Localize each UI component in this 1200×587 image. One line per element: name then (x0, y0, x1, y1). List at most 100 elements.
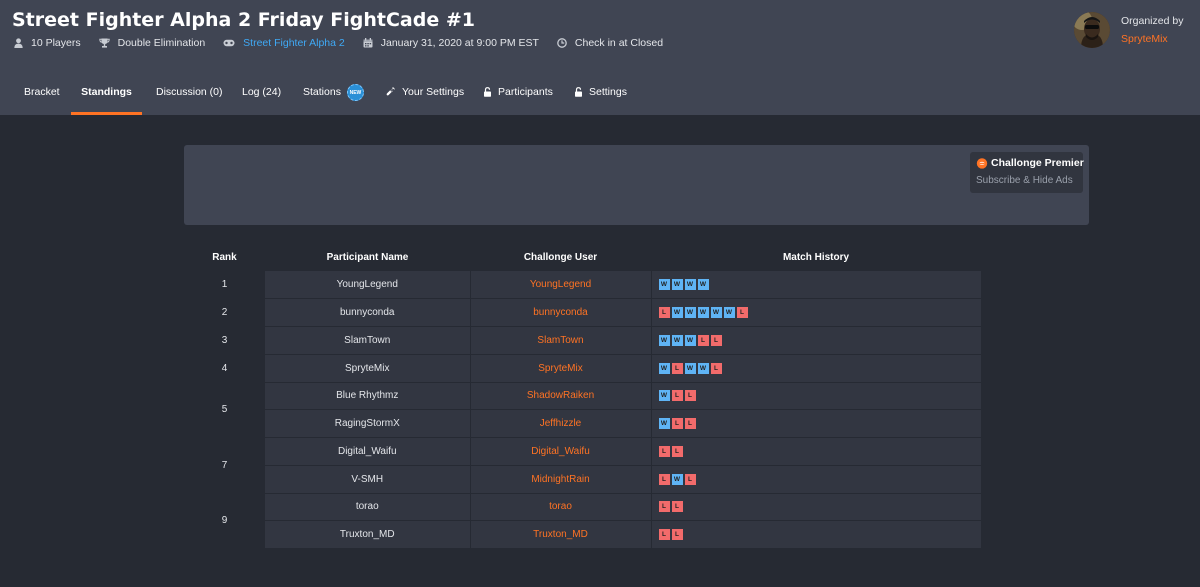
challonge-user-link[interactable]: ShadowRaiken (470, 382, 652, 411)
match-win-badge[interactable]: W (658, 279, 670, 291)
match-win-badge[interactable]: W (697, 279, 709, 291)
active-tab-indicator (71, 112, 142, 115)
match-win-badge[interactable]: W (697, 307, 709, 319)
players-text: 10 Players (31, 37, 81, 49)
match-win-badge[interactable]: W (658, 334, 670, 346)
tab-label: Discussion (0) (156, 86, 223, 98)
game-text[interactable]: Street Fighter Alpha 2 (243, 37, 345, 49)
match-loss-badge[interactable]: L (658, 307, 670, 319)
match-loss-badge[interactable]: L (658, 529, 670, 541)
table-row: 3 SlamTown SlamTown W W W L L (184, 326, 981, 355)
match-loss-badge[interactable]: L (684, 390, 696, 402)
tab-label: Settings (589, 86, 627, 98)
checkin-text: Check in at Closed (574, 37, 664, 49)
match-loss-badge[interactable]: L (697, 334, 709, 346)
participant-header: Participant Name (265, 243, 470, 271)
match-win-badge[interactable]: W (658, 362, 670, 374)
game-link[interactable]: Street Fighter Alpha 2 (223, 37, 345, 49)
wrench-icon (386, 87, 395, 96)
match-loss-badge[interactable]: L (671, 445, 683, 457)
match-loss-badge[interactable]: L (658, 445, 670, 457)
tab-label: Your Settings (402, 86, 465, 98)
tab-label: Stations (303, 86, 341, 98)
tournament-header: Street Fighter Alpha 2 Friday FightCade … (0, 0, 1200, 115)
match-loss-badge[interactable]: L (671, 501, 683, 513)
match-win-badge[interactable]: W (684, 279, 696, 291)
match-loss-badge[interactable]: L (658, 473, 670, 485)
challonge-user-link[interactable]: bunnyconda (470, 298, 652, 327)
match-win-badge[interactable]: W (671, 307, 683, 319)
tab-discussion[interactable]: Discussion (0) (156, 78, 223, 115)
match-win-badge[interactable]: W (658, 418, 670, 430)
tab-settings[interactable]: Settings (575, 78, 627, 115)
match-win-badge[interactable]: W (684, 362, 696, 374)
tab-stations[interactable]: Stations NEW (303, 78, 364, 115)
organized-by-label: Organized by (1121, 15, 1184, 27)
challonge-user-link[interactable]: Digital_Waifu (470, 437, 652, 466)
match-loss-badge[interactable]: L (684, 473, 696, 485)
gamepad-icon (223, 39, 235, 47)
tab-standings[interactable]: Standings (71, 78, 142, 115)
match-loss-badge[interactable]: L (710, 334, 722, 346)
table-row: Truxton_MD Truxton_MD L L (184, 520, 981, 549)
rank-cell: 7 (184, 437, 265, 493)
match-win-badge[interactable]: W (684, 334, 696, 346)
organizer-name-link[interactable]: SpryteMix (1121, 33, 1168, 45)
participant-name: YoungLegend (265, 271, 471, 300)
match-win-badge[interactable]: W (710, 307, 722, 319)
tab-your-settings[interactable]: Your Settings (386, 78, 464, 115)
challonge-user-link[interactable]: YoungLegend (470, 271, 652, 300)
challonge-user-link[interactable]: SlamTown (470, 326, 652, 355)
table-row: 4 SpryteMix SpryteMix W L W W L (184, 354, 981, 383)
participant-name: torao (265, 493, 471, 522)
match-loss-badge[interactable]: L (671, 390, 683, 402)
tab-log[interactable]: Log (24) (242, 78, 281, 115)
rank-cell: 2 (184, 298, 265, 327)
match-loss-badge[interactable]: L (671, 418, 683, 430)
challonge-user-link[interactable]: MidnightRain (470, 465, 652, 494)
tab-participants[interactable]: Participants (484, 78, 553, 115)
match-loss-badge[interactable]: L (671, 362, 683, 374)
challonge-premier-promo[interactable]: Challonge Premier Subscribe & Hide Ads (970, 152, 1084, 193)
challonge-user-link[interactable]: Truxton_MD (470, 520, 652, 549)
tab-label: Log (24) (242, 86, 282, 98)
match-win-badge[interactable]: W (684, 307, 696, 319)
match-loss-badge[interactable]: L (671, 529, 683, 541)
tab-label: Bracket (24, 86, 60, 98)
match-win-badge[interactable]: W (723, 307, 735, 319)
match-win-badge[interactable]: W (658, 390, 670, 402)
match-win-badge[interactable]: W (671, 279, 683, 291)
tab-bracket[interactable]: Bracket (24, 78, 60, 115)
match-win-badge[interactable]: W (671, 473, 683, 485)
premier-title-text[interactable]: Challonge Premier (991, 157, 1084, 169)
tournament-title: Street Fighter Alpha 2 Friday FightCade … (12, 9, 475, 31)
lock-icon (575, 87, 582, 97)
organizer-avatar[interactable] (1074, 12, 1110, 48)
rank-cell: 9 (184, 493, 265, 549)
ad-banner: Challonge Premier Subscribe & Hide Ads (184, 145, 1089, 225)
match-loss-badge[interactable]: L (736, 307, 748, 319)
match-win-badge[interactable]: W (671, 334, 683, 346)
match-loss-badge[interactable]: L (710, 362, 722, 374)
standings-table: Rank Participant Name Challonge User Mat… (184, 243, 981, 549)
match-loss-badge[interactable]: L (684, 418, 696, 430)
match-loss-badge[interactable]: L (658, 501, 670, 513)
participant-name: Blue Rhythmz (265, 382, 471, 411)
challonge-logo-icon (976, 158, 988, 169)
tab-label: Participants (498, 86, 553, 98)
premier-subtitle[interactable]: Subscribe & Hide Ads (976, 175, 1073, 186)
table-row: 2 bunnyconda bunnyconda L W W W W W L (184, 298, 981, 327)
premier-title[interactable]: Challonge Premier (976, 157, 1084, 169)
challonge-user-link[interactable]: torao (470, 493, 652, 522)
table-row: RagingStormX Jeffhizzle W L L (184, 409, 981, 438)
rank-cell: 4 (184, 354, 265, 382)
challonge-user-link[interactable]: SpryteMix (470, 354, 652, 383)
match-win-badge[interactable]: W (697, 362, 709, 374)
tournament-meta: 10 Players Double Elimination Street Fig… (14, 36, 681, 50)
challonge-user-link[interactable]: Jeffhizzle (470, 409, 652, 438)
table-row: 5 Blue Rhythmz ShadowRaiken W L L (184, 382, 981, 438)
user-icon (14, 38, 23, 48)
